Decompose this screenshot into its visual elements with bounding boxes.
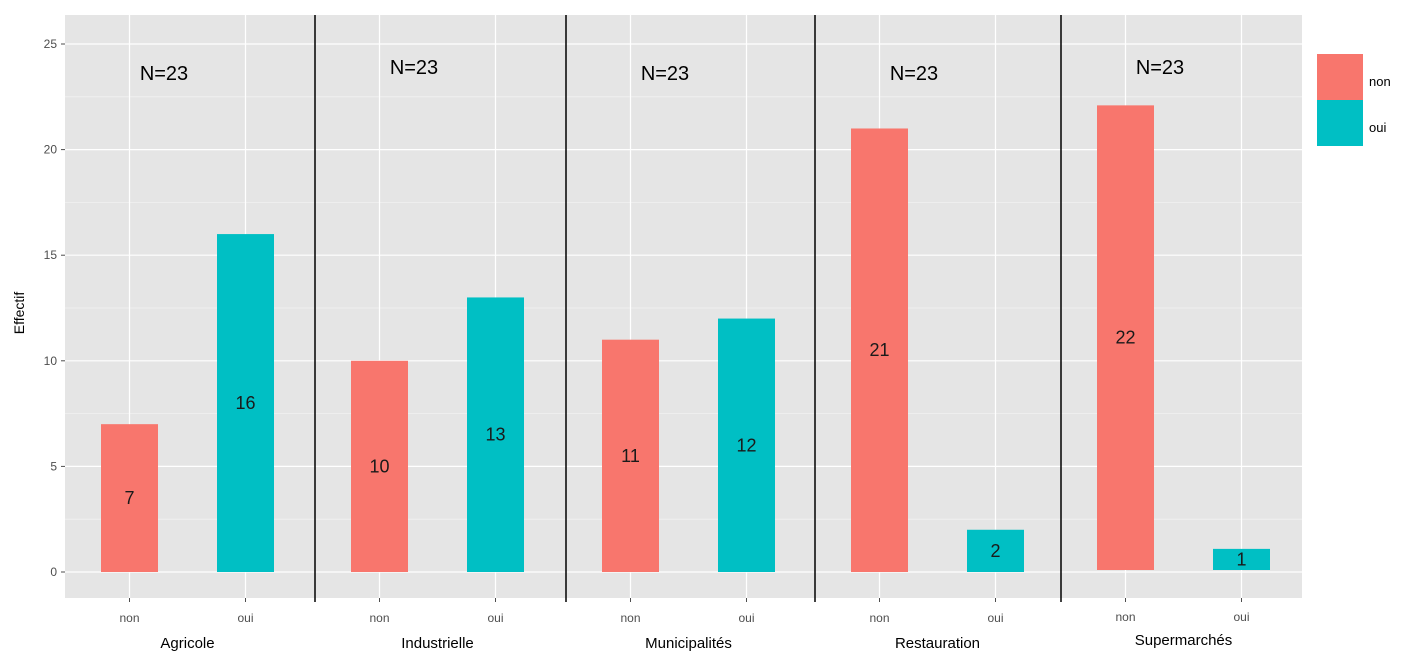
y-tick-label: 20 <box>44 143 58 157</box>
x-tick-label: oui <box>487 611 503 625</box>
bar-non <box>602 339 659 572</box>
y-tick-label: 0 <box>50 565 57 579</box>
y-tick-label: 15 <box>44 248 58 262</box>
facet-dividers <box>314 15 1062 602</box>
bar-value-label: 10 <box>369 456 389 476</box>
bar-value-label: 1 <box>1236 549 1246 569</box>
x-axis: non oui Agricole non oui Industrielle non oui Mu… <box>119 598 1250 652</box>
x-tick-label: non <box>869 611 889 625</box>
x-tick-label: oui <box>987 611 1003 625</box>
x-tick-label: oui <box>1233 610 1249 624</box>
bars: 7 16 N=23 10 13 N=23 11 12 N=23 21 2 N=23 22 1 N=23 <box>101 57 1270 573</box>
facet-label: Municipalités <box>645 635 732 652</box>
y-axis-title: Effectif <box>11 292 27 335</box>
x-tick-label: oui <box>237 611 253 625</box>
legend-key-non <box>1317 54 1363 100</box>
bar-oui <box>718 318 775 572</box>
bar-non <box>101 424 158 572</box>
y-tick-label: 10 <box>44 354 58 368</box>
bar-oui <box>217 234 274 572</box>
y-axis: 0 5 10 15 20 25 <box>44 37 65 579</box>
facet-n-label: N=23 <box>1136 57 1184 79</box>
bar-value-label: 13 <box>485 425 505 445</box>
bar-value-label: 2 <box>990 541 1000 561</box>
bar-non <box>351 360 408 572</box>
bar-value-label: 7 <box>124 488 134 508</box>
bar-non <box>1097 105 1154 571</box>
bar-non <box>851 128 908 573</box>
legend-key-oui <box>1317 100 1363 146</box>
facet-n-label: N=23 <box>641 63 689 85</box>
y-tick-label: 25 <box>44 37 58 51</box>
legend: non oui <box>1317 54 1391 146</box>
facet-n-label: N=23 <box>390 57 438 79</box>
bar-oui <box>467 297 524 572</box>
bar-value-label: 12 <box>736 435 756 455</box>
bar-oui <box>1213 548 1270 570</box>
x-tick-label: non <box>620 611 640 625</box>
bar-oui <box>967 529 1024 572</box>
y-tick-label: 5 <box>50 459 57 473</box>
bar-value-label: 21 <box>869 340 889 360</box>
bar-value-label: 11 <box>621 446 640 466</box>
x-tick-label: non <box>1115 610 1135 624</box>
facet-n-label: N=23 <box>890 63 938 85</box>
x-tick-label: oui <box>738 611 754 625</box>
x-tick-label: non <box>119 611 139 625</box>
legend-label: non <box>1369 74 1391 89</box>
facet-label: Industrielle <box>401 635 474 652</box>
bar-value-label: 16 <box>235 393 255 413</box>
facet-label: Agricole <box>160 635 214 652</box>
facet-label: Supermarchés <box>1135 632 1233 649</box>
facet-n-label: N=23 <box>140 63 188 85</box>
x-tick-label: non <box>369 611 389 625</box>
facet-label: Restauration <box>895 635 980 652</box>
legend-label: oui <box>1369 120 1386 135</box>
bar-value-label: 22 <box>1115 328 1135 348</box>
